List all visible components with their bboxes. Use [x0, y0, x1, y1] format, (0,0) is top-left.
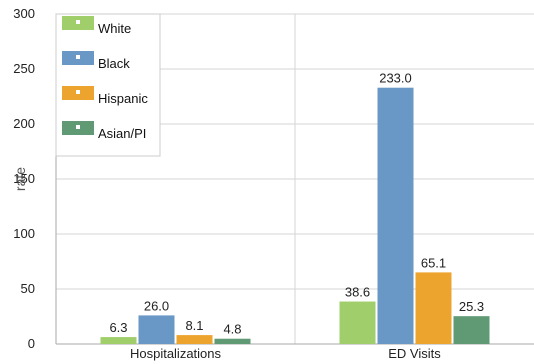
data-label: 65.1: [421, 255, 446, 270]
bar-0-2: [176, 335, 213, 344]
legend-swatch-mark: [76, 20, 80, 24]
x-category-label: Hospitalizations: [130, 346, 222, 361]
data-label: 233.0: [379, 71, 412, 86]
y-tick-label: 50: [21, 281, 35, 296]
data-label: 6.3: [109, 320, 127, 335]
legend-items: White Black Hispanic Asian/PI: [62, 16, 148, 141]
data-labels: 6.3 26.0 8.1 4.8 38.6 233.0 65.1 25.3: [109, 71, 484, 337]
bar-1-0: [339, 301, 376, 344]
legend-label: Hispanic: [98, 91, 148, 106]
bar-0-1: [138, 315, 175, 344]
data-label: 4.8: [223, 322, 241, 337]
legend: White Black Hispanic Asian/PI: [55, 13, 161, 157]
y-tick-label: 0: [28, 336, 35, 351]
bar-0-0: [100, 337, 137, 344]
legend-swatch-mark: [76, 90, 80, 94]
legend-label: White: [98, 21, 131, 36]
y-tick-labels: 0 50 100 150 200 250 300: [13, 6, 35, 351]
bar-0-3: [214, 338, 251, 344]
bar-1-3: [453, 316, 490, 344]
legend-swatch-mark: [76, 125, 80, 129]
y-axis-title: rate: [12, 167, 28, 191]
bar-1-1: [377, 87, 414, 344]
legend-label: Asian/PI: [98, 126, 146, 141]
x-category-label: ED Visits: [388, 346, 441, 361]
bars: [100, 87, 490, 344]
legend-swatch-mark: [76, 55, 80, 59]
category-labels: Hospitalizations ED Visits: [130, 346, 441, 361]
data-label: 38.6: [345, 285, 370, 300]
bar-1-2: [415, 272, 452, 344]
y-tick-label: 300: [13, 6, 35, 21]
y-tick-label: 100: [13, 226, 35, 241]
y-tick-label: 250: [13, 61, 35, 76]
data-label: 8.1: [185, 318, 203, 333]
legend-label: Black: [98, 56, 130, 71]
data-label: 25.3: [459, 299, 484, 314]
y-tick-label: 200: [13, 116, 35, 131]
y-tick-label: 150: [13, 171, 35, 186]
data-label: 26.0: [144, 298, 169, 313]
